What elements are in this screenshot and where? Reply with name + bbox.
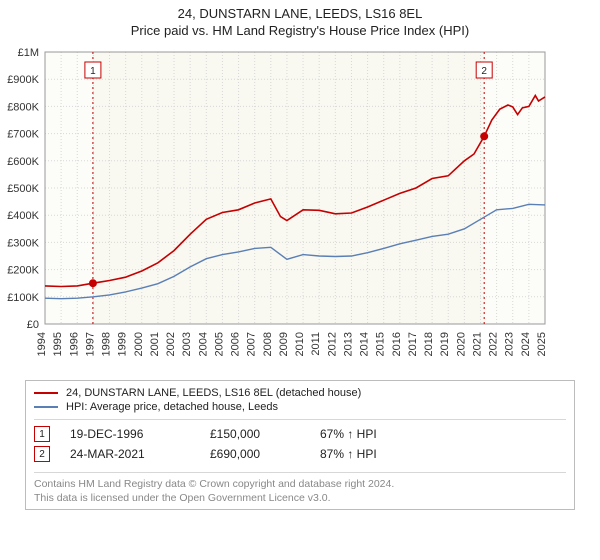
y-tick-label: £100K xyxy=(7,292,39,304)
marker-date: 19-DEC-1996 xyxy=(70,427,210,441)
marker-badge-number: 1 xyxy=(90,66,96,77)
marker-row: 1 19-DEC-1996£150,00067% ↑ HPI xyxy=(34,426,566,442)
x-tick-label: 2020 xyxy=(455,332,467,356)
x-tick-label: 2006 xyxy=(230,332,242,356)
x-tick-label: 2005 xyxy=(213,332,225,356)
x-tick-label: 2014 xyxy=(359,332,371,356)
marker-date: 24-MAR-2021 xyxy=(70,447,210,461)
x-tick-label: 2023 xyxy=(504,332,516,356)
legend-label-red: 24, DUNSTARN LANE, LEEDS, LS16 8EL (deta… xyxy=(66,387,361,399)
x-tick-label: 2000 xyxy=(133,332,145,356)
legend-swatch-red xyxy=(34,392,58,394)
x-tick-label: 2010 xyxy=(294,332,306,356)
chart-container: £0 £100K £200K £300K £400K £500K £600K £700K £80… xyxy=(0,44,600,374)
x-tick-label: 2017 xyxy=(407,332,419,356)
x-tick-label: 2021 xyxy=(471,332,483,356)
marker-row: 2 24-MAR-2021£690,00087% ↑ HPI xyxy=(34,446,566,462)
y-tick-label: £800K xyxy=(7,101,39,113)
x-tick-label: 2024 xyxy=(520,332,532,356)
legend-swatch-blue xyxy=(34,406,58,408)
x-tick-label: 2016 xyxy=(391,332,403,356)
x-tick-label: 2012 xyxy=(326,332,338,356)
x-tick-label: 2004 xyxy=(197,332,209,356)
marker-row-badge: 2 xyxy=(34,446,50,462)
y-tick-label: £1M xyxy=(18,47,39,59)
markers-table: 1 19-DEC-1996£150,00067% ↑ HPI 2 24-MAR-202… xyxy=(34,419,566,466)
y-tick-label: £400K xyxy=(7,210,39,222)
x-tick-label: 2001 xyxy=(149,332,161,356)
marker-hpi: 67% ↑ HPI xyxy=(320,427,377,441)
x-tick-label: 2002 xyxy=(165,332,177,356)
y-tick-label: £500K xyxy=(7,183,39,195)
marker-price: £150,000 xyxy=(210,427,320,441)
x-tick-label: 2003 xyxy=(181,332,193,356)
x-tick-label: 2007 xyxy=(246,332,258,356)
price-chart: £0 £100K £200K £300K £400K £500K £600K £700K £80… xyxy=(0,44,560,374)
x-tick-label: 2019 xyxy=(439,332,451,356)
footer-line2: This data is licensed under the Open Gov… xyxy=(34,492,331,504)
x-tick-label: 2011 xyxy=(310,332,322,356)
x-tick-label: 1996 xyxy=(68,332,80,356)
y-tick-label: £900K xyxy=(7,74,39,86)
legend: 24, DUNSTARN LANE, LEEDS, LS16 8EL (deta… xyxy=(34,387,566,413)
footer-line1: Contains HM Land Registry data © Crown c… xyxy=(34,478,394,490)
y-tick-label: £300K xyxy=(7,237,39,249)
chart-title-line1: 24, DUNSTARN LANE, LEEDS, LS16 8EL xyxy=(0,6,600,21)
x-tick-label: 2008 xyxy=(262,332,274,356)
legend-and-markers-block: 24, DUNSTARN LANE, LEEDS, LS16 8EL (deta… xyxy=(25,380,575,510)
marker-badge-number: 2 xyxy=(481,66,487,77)
x-tick-label: 2018 xyxy=(423,332,435,356)
y-tick-label: £200K xyxy=(7,265,39,277)
legend-item-blue: HPI: Average price, detached house, Leed… xyxy=(34,401,566,413)
x-tick-label: 1995 xyxy=(52,332,64,356)
marker-row-badge: 1 xyxy=(34,426,50,442)
y-tick-label: £0 xyxy=(27,319,39,331)
x-tick-label: 2009 xyxy=(278,332,290,356)
x-tick-label: 1997 xyxy=(84,332,96,356)
x-tick-label: 1994 xyxy=(36,332,48,356)
x-tick-label: 2015 xyxy=(375,332,387,356)
marker-price: £690,000 xyxy=(210,447,320,461)
y-tick-label: £600K xyxy=(7,156,39,168)
x-tick-label: 2013 xyxy=(342,332,354,356)
x-tick-label: 1999 xyxy=(117,332,129,356)
chart-title-line2: Price paid vs. HM Land Registry's House … xyxy=(0,23,600,38)
x-tick-label: 2025 xyxy=(536,332,548,356)
legend-item-red: 24, DUNSTARN LANE, LEEDS, LS16 8EL (deta… xyxy=(34,387,566,399)
y-tick-label: £700K xyxy=(7,129,39,141)
x-tick-label: 1998 xyxy=(101,332,113,356)
legend-label-blue: HPI: Average price, detached house, Leed… xyxy=(66,401,278,413)
footer-note: Contains HM Land Registry data © Crown c… xyxy=(34,472,566,505)
marker-hpi: 87% ↑ HPI xyxy=(320,447,377,461)
x-tick-label: 2022 xyxy=(488,332,500,356)
